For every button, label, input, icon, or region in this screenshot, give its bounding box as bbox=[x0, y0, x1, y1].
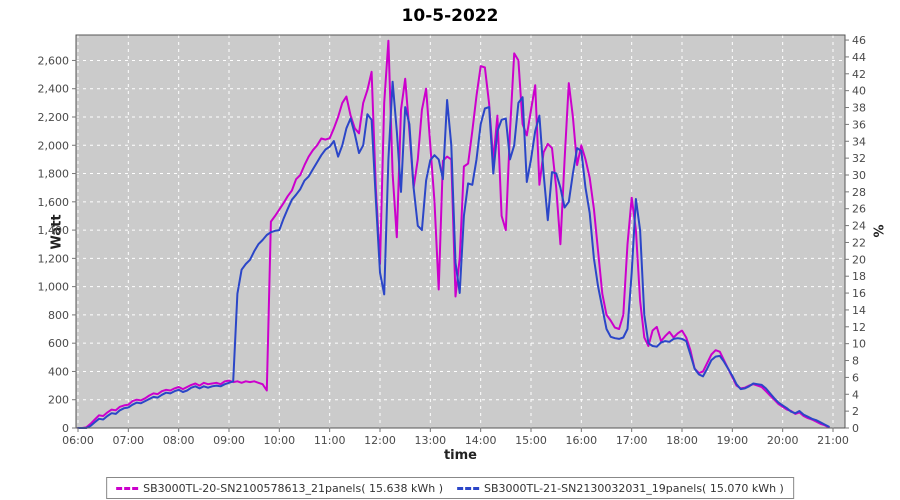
y-right-tick-label: 0 bbox=[852, 422, 859, 435]
y-left-tick-label: 2,400 bbox=[38, 83, 70, 96]
y-right-tick-label: 36 bbox=[852, 118, 866, 131]
y-left-tick-label: 800 bbox=[48, 309, 69, 322]
legend-line-icon bbox=[457, 486, 479, 490]
y-right-tick-label: 30 bbox=[852, 169, 866, 182]
legend-item: SB3000TL-21-SN2130032031_19panels( 15.07… bbox=[457, 482, 784, 495]
x-tick-label: 09:00 bbox=[213, 434, 245, 447]
y-left-tick-label: 1,400 bbox=[38, 224, 70, 237]
y-right-tick-label: 44 bbox=[852, 51, 866, 64]
y-right-tick-label: 42 bbox=[852, 68, 866, 81]
x-tick-label: 17:00 bbox=[616, 434, 648, 447]
y-right-tick-label: 34 bbox=[852, 135, 866, 148]
legend-item-label: SB3000TL-20-SN2100578613_21panels( 15.63… bbox=[143, 481, 443, 495]
x-tick-label: 19:00 bbox=[716, 434, 748, 447]
y-left-tick-label: 600 bbox=[48, 337, 69, 350]
y-right-tick-label: 26 bbox=[852, 203, 866, 216]
y-right-tick-label: 16 bbox=[852, 287, 866, 300]
y-left-tick-label: 1,000 bbox=[38, 281, 70, 294]
y-right-tick-label: 2 bbox=[852, 405, 859, 418]
y-right-tick-label: 22 bbox=[852, 236, 866, 249]
y-right-tick-label: 46 bbox=[852, 34, 866, 47]
x-tick-label: 06:00 bbox=[62, 434, 94, 447]
y-left-tick-label: 2,000 bbox=[38, 139, 70, 152]
y-right-tick-label: 10 bbox=[852, 338, 866, 351]
y-right-tick-label: 18 bbox=[852, 270, 866, 283]
y-left-tick-label: 400 bbox=[48, 365, 69, 378]
x-tick-label: 15:00 bbox=[515, 434, 547, 447]
legend-item-label: SB3000TL-21-SN2130032031_19panels( 15.07… bbox=[484, 481, 784, 495]
y-left-tick-label: 0 bbox=[62, 422, 69, 435]
legend: SB3000TL-20-SN2100578613_21panels( 15.63… bbox=[106, 477, 794, 499]
y-left-tick-label: 1,200 bbox=[38, 252, 70, 265]
y-right-tick-label: 12 bbox=[852, 321, 866, 334]
y-right-tick-label: 14 bbox=[852, 304, 866, 317]
y-right-tick-label: 6 bbox=[852, 371, 859, 384]
x-axis-label-time: time bbox=[443, 448, 478, 463]
y-right-tick-label: 40 bbox=[852, 85, 866, 98]
x-tick-label: 20:00 bbox=[767, 434, 799, 447]
chart-title: 10-5-2022 bbox=[401, 6, 499, 26]
y-right-tick-label: 20 bbox=[852, 253, 866, 266]
legend-line-icon bbox=[116, 486, 139, 490]
x-tick-label: 08:00 bbox=[163, 434, 195, 447]
x-tick-label: 16:00 bbox=[565, 434, 597, 447]
x-tick-label: 21:00 bbox=[817, 434, 849, 447]
x-tick-label: 13:00 bbox=[414, 434, 446, 447]
y-right-tick-label: 38 bbox=[852, 102, 866, 115]
y-right-tick-label: 32 bbox=[852, 152, 866, 165]
x-tick-label: 14:00 bbox=[465, 434, 497, 447]
y-left-tick-label: 2,200 bbox=[38, 111, 70, 124]
x-tick-label: 18:00 bbox=[666, 434, 698, 447]
y-right-tick-label: 4 bbox=[852, 388, 859, 401]
legend-item: SB3000TL-20-SN2100578613_21panels( 15.63… bbox=[116, 482, 443, 495]
x-tick-label: 11:00 bbox=[314, 434, 346, 447]
y-right-tick-label: 24 bbox=[852, 220, 866, 233]
x-tick-label: 10:00 bbox=[263, 434, 295, 447]
y-left-tick-label: 200 bbox=[48, 394, 69, 407]
x-tick-label: 07:00 bbox=[112, 434, 144, 447]
y-right-tick-label: 8 bbox=[852, 355, 859, 368]
y-right-tick-label: 28 bbox=[852, 186, 866, 199]
y-left-tick-label: 2,600 bbox=[38, 54, 70, 67]
plot-border bbox=[75, 34, 846, 429]
series-line-1 bbox=[77, 80, 830, 429]
x-tick-label: 12:00 bbox=[364, 434, 396, 447]
y-left-tick-label: 1,800 bbox=[38, 168, 70, 181]
y-left-tick-label: 1,600 bbox=[38, 196, 70, 209]
